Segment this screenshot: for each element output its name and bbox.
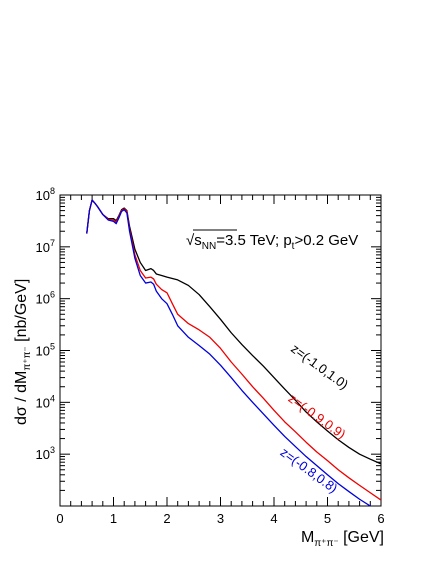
s-symbol: s [194, 232, 202, 249]
series-labels: z=(-1.0,1.0)z=(-0.9,0.9)z=(-0.8,0.8) [278, 341, 352, 496]
x-tick-label: 1 [110, 511, 117, 526]
series-line-1 [86, 199, 381, 465]
y-tick-label: 106 [36, 290, 55, 307]
y-tick-label: 108 [36, 186, 55, 203]
x-axis: 0 1 2 3 4 5 6 [56, 195, 385, 526]
y-tick-label: 103 [36, 445, 55, 462]
series-line-3 [86, 199, 372, 506]
pt-subscript: t [292, 241, 295, 252]
x-tick-label: 3 [217, 511, 224, 526]
x-tick-label: 6 [377, 511, 384, 526]
y-axis-title: dσ / dMπ⁺π⁻ [nb/GeV] [13, 279, 33, 425]
series-line-2 [86, 199, 381, 501]
series-group [86, 199, 381, 506]
x-axis-title: Mπ⁺π⁻ [GeV] [301, 529, 384, 549]
y-tick-label: 107 [36, 238, 55, 255]
energy-annotation: √sNN=3.5 TeV; pt>0.2 GeV [186, 229, 358, 252]
series-label-3: z=(-0.8,0.8) [278, 444, 341, 495]
sqrt-symbol: √ [186, 232, 195, 249]
x-tick-label: 4 [270, 511, 277, 526]
nn-subscript: NN [202, 241, 216, 252]
y-axis: 103 104 105 106 107 108 [36, 186, 381, 491]
x-tick-label: 5 [324, 511, 331, 526]
y-tick-label: 105 [36, 342, 55, 359]
svg-text:√sNN=3.5 TeV; pt>0.2 GeV: √sNN=3.5 TeV; pt>0.2 GeV [186, 232, 358, 252]
series-label-2: z=(-0.9,0.9) [286, 390, 349, 441]
energy-text: =3.5 TeV; p [216, 232, 291, 249]
series-label-1: z=(-1.0,1.0) [288, 341, 351, 392]
y-tick-label: 104 [36, 393, 55, 410]
x-tick-label: 2 [163, 511, 170, 526]
cut-text: >0.2 GeV [294, 232, 358, 249]
x-tick-label: 0 [56, 511, 63, 526]
